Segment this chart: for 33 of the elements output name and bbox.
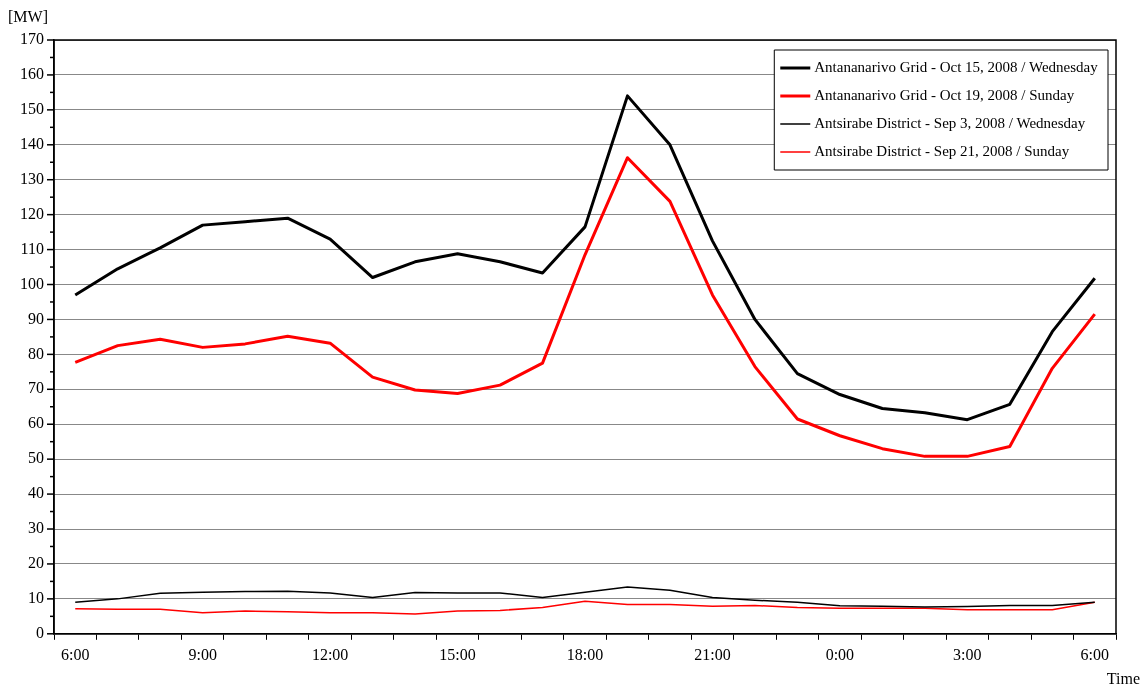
x-tick-label: 9:00: [188, 645, 217, 663]
x-tick-label: 6:00: [1080, 645, 1109, 663]
y-axis-title: [MW]: [8, 8, 48, 26]
legend-label: Antsirabe District - Sep 21, 2008 / Sunday: [814, 142, 1070, 159]
legend-label: Antsirabe District - Sep 3, 2008 / Wednesday: [814, 114, 1086, 131]
y-tick-label: 60: [28, 414, 44, 432]
y-tick-label: 100: [20, 274, 44, 292]
legend-label: Antananarivo Grid - Oct 15, 2008 / Wednesday: [814, 58, 1099, 75]
x-tick-label: 15:00: [439, 645, 476, 663]
x-tick-label: 3:00: [953, 645, 982, 663]
y-tick-label: 70: [28, 379, 44, 397]
y-tick-label: 120: [20, 204, 44, 222]
y-tick-label: 110: [20, 239, 44, 257]
y-tick-label: 40: [28, 484, 44, 502]
y-tick-label: 50: [28, 449, 44, 467]
y-tick-label: 170: [20, 30, 44, 48]
y-tick-label: 0: [36, 624, 44, 641]
x-tick-label: 18:00: [566, 645, 604, 663]
legend-label: Antananarivo Grid - Oct 19, 2008 / Sunday: [814, 86, 1075, 103]
x-tick-label: 0:00: [825, 645, 855, 663]
y-tick-label: 130: [20, 169, 44, 187]
x-tick-label: 12:00: [311, 645, 349, 663]
y-tick-label: 160: [20, 65, 44, 83]
y-tick-label: 20: [28, 554, 44, 572]
y-tick-label: 10: [28, 589, 44, 607]
y-tick-label: 140: [20, 134, 44, 152]
x-tick-label: 21:00: [694, 645, 731, 663]
x-axis-title: Time: [1106, 670, 1140, 688]
y-tick-label: 30: [28, 519, 44, 537]
y-tick-label: 150: [20, 100, 44, 118]
x-tick-label: 6:00: [61, 645, 90, 663]
y-tick-label: 90: [28, 309, 44, 327]
y-tick-label: 80: [28, 344, 44, 362]
